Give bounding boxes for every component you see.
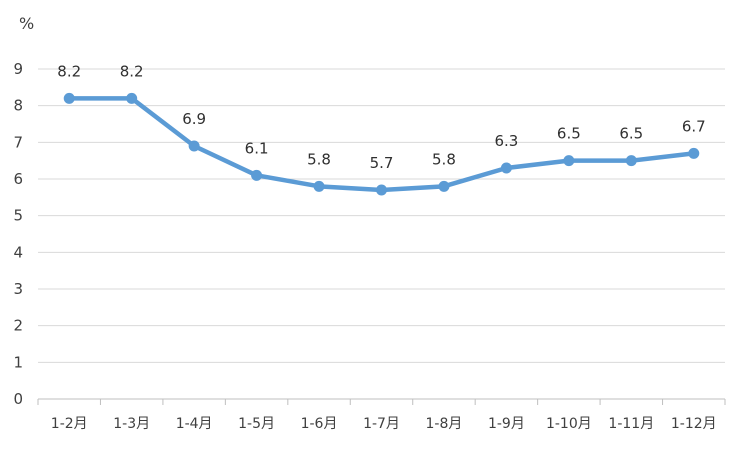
x-tick-label: 1-2月	[51, 416, 88, 432]
data-label: 8.2	[120, 62, 144, 80]
y-tick-label: 1	[13, 353, 23, 371]
data-point	[688, 147, 700, 159]
y-tick-label: 7	[13, 133, 23, 151]
x-tick-label: 1-12月	[671, 416, 717, 432]
series-layer	[63, 92, 700, 196]
series-line	[66, 96, 697, 193]
x-tick-label: 1-6月	[301, 416, 338, 432]
x-axis-ticks: 1-2月 1-3月 1-4月 1-5月 1-6月 1-7月 1-8月 1-9月 1-10月 1-1…	[51, 416, 717, 432]
y-tick-label: 4	[13, 243, 23, 261]
data-point	[126, 92, 138, 104]
data-label: 6.5	[557, 125, 581, 143]
data-label: 6.9	[182, 110, 206, 128]
x-tick-label: 1-9月	[488, 416, 525, 432]
y-tick-label: 8	[13, 97, 23, 115]
x-tick-label: 1-10月	[546, 416, 592, 432]
data-label: 6.5	[619, 125, 643, 143]
data-label: 6.3	[494, 132, 518, 150]
x-tick-label: 1-5月	[238, 416, 275, 432]
data-point	[63, 92, 75, 104]
grid-lines	[37, 68, 726, 405]
data-labels: 8.2 8.2 6.9 6.1 5.8 5.7 5.8 6.3 6.5 6.5 6.7	[57, 62, 705, 172]
x-tick-label: 1-3月	[113, 416, 150, 432]
y-tick-label: 0	[13, 390, 23, 408]
data-point	[625, 155, 637, 167]
x-tick-label: 1-4月	[176, 416, 213, 432]
data-label: 6.7	[682, 117, 706, 135]
data-point	[438, 180, 450, 192]
y-tick-label: 5	[13, 207, 23, 225]
data-point	[251, 169, 263, 181]
data-label: 6.1	[245, 139, 269, 157]
data-label: 8.2	[57, 62, 81, 80]
x-tick-label: 1-11月	[608, 416, 654, 432]
y-tick-label: 2	[13, 317, 23, 335]
data-point	[563, 155, 575, 167]
data-point	[313, 180, 325, 192]
y-tick-label: 6	[13, 170, 23, 188]
y-tick-label: 9	[13, 60, 23, 78]
data-point	[500, 162, 512, 174]
data-point	[188, 140, 200, 152]
y-axis-unit-label: %	[19, 14, 34, 33]
data-label: 5.7	[370, 154, 394, 172]
data-label: 5.8	[307, 150, 331, 168]
y-axis-ticks: 0 1 2 3 4 5 6 7 8 9	[13, 60, 23, 408]
y-tick-label: 3	[13, 280, 23, 298]
data-point	[376, 184, 387, 196]
x-tick-label: 1-7月	[363, 416, 400, 432]
x-tick-label: 1-8月	[426, 416, 463, 432]
data-label: 5.8	[432, 150, 456, 168]
